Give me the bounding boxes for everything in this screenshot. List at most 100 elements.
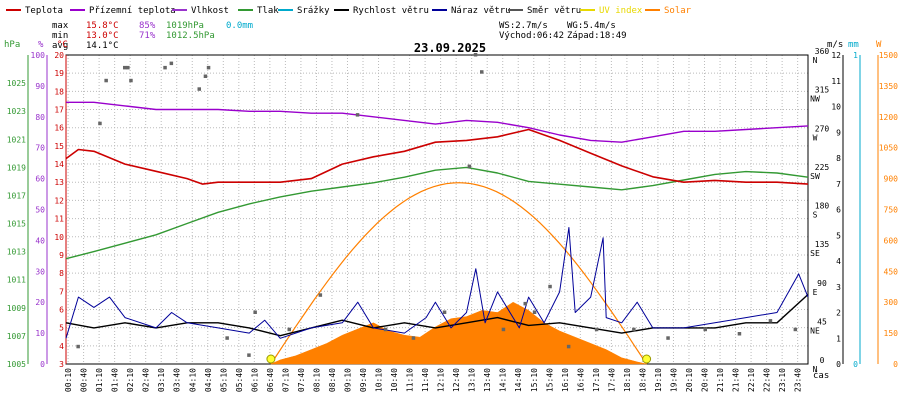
plot-area bbox=[65, 53, 809, 365]
tick-degc: 7 bbox=[59, 287, 64, 296]
tick-hpa: 1009 bbox=[7, 304, 26, 313]
x-tick-label: 13:40 bbox=[483, 368, 492, 392]
wind-direction-point bbox=[197, 87, 201, 91]
tick-ms: 4 bbox=[836, 257, 841, 266]
tick-degc: 11 bbox=[54, 215, 64, 224]
wind-direction-point bbox=[548, 284, 552, 289]
stat-sunrise: Východ:06:42 bbox=[499, 31, 564, 41]
tick-pct: 0 bbox=[40, 360, 45, 369]
tick-hpa: 1019 bbox=[7, 163, 26, 172]
wind-direction-point bbox=[104, 78, 108, 83]
plot-frame bbox=[65, 54, 809, 365]
tick-ms: 8 bbox=[836, 154, 841, 163]
wind-direction-point bbox=[169, 61, 174, 66]
tick-mm: 0 bbox=[853, 360, 858, 369]
x-tick-label: 01:40 bbox=[111, 368, 120, 392]
tick-hpa: 1005 bbox=[7, 360, 26, 369]
wind-direction-point bbox=[98, 121, 102, 126]
tick-w: 1350 bbox=[879, 82, 898, 91]
tick-degc: 10 bbox=[54, 233, 64, 242]
unit-w: W bbox=[876, 40, 882, 50]
legend-label: Vlhkost bbox=[191, 6, 229, 16]
x-tick-label: 10:40 bbox=[390, 368, 399, 392]
tick-ms: 11 bbox=[831, 77, 841, 86]
tick-hpa: 1023 bbox=[7, 107, 26, 116]
stat-max-press: 1019hPa bbox=[166, 21, 204, 31]
tick-degc: 13 bbox=[54, 178, 64, 187]
x-tick-label: 19:40 bbox=[669, 368, 678, 392]
tick-mm: 1 bbox=[853, 51, 858, 60]
x-tick-label: 08:40 bbox=[328, 368, 337, 392]
tick-dir: N bbox=[813, 56, 818, 65]
tick-w: 1050 bbox=[879, 144, 898, 153]
tick-pct: 50 bbox=[35, 206, 45, 215]
tick-degc: 18 bbox=[54, 87, 64, 96]
x-tick-label: 17:10 bbox=[592, 368, 601, 392]
legend-label: Směr větru bbox=[527, 6, 581, 16]
tick-ms: 6 bbox=[836, 206, 841, 215]
tick-dir-deg: 0 bbox=[820, 356, 825, 365]
x-tick-label: 09:40 bbox=[359, 368, 368, 392]
x-axis-labels: 00:10 00:40 01:10 01:40 02:10 02:40 03:10 03:40… bbox=[64, 368, 803, 392]
axes: 1005100710091011101310151017101910211023… bbox=[7, 47, 898, 374]
x-tick-label: 16:40 bbox=[576, 368, 585, 392]
tick-hpa: 1013 bbox=[7, 248, 26, 257]
tick-ms: 12 bbox=[831, 51, 841, 60]
wind-direction-point bbox=[247, 353, 251, 357]
tick-degc: 3 bbox=[59, 360, 64, 369]
tick-degc: 8 bbox=[59, 269, 64, 278]
tick-dir-deg: 270 bbox=[815, 124, 830, 133]
tick-dir: N bbox=[813, 365, 818, 374]
x-tick-label: 23:10 bbox=[778, 368, 787, 392]
tick-w: 1500 bbox=[879, 51, 898, 60]
grid bbox=[66, 54, 808, 365]
wind-direction-point bbox=[411, 336, 416, 340]
tick-w: 1200 bbox=[879, 113, 898, 122]
legend-label: Srážky bbox=[297, 6, 330, 16]
x-tick-label: 02:10 bbox=[126, 368, 135, 392]
legend-label: Solar bbox=[664, 6, 692, 16]
tick-w: 750 bbox=[884, 206, 899, 215]
x-tick-label: 18:40 bbox=[638, 368, 647, 392]
x-tick-label: 03:40 bbox=[173, 368, 182, 392]
tick-degc: 5 bbox=[59, 324, 64, 333]
tick-degc: 14 bbox=[54, 160, 64, 169]
x-tick-label: 04:40 bbox=[204, 368, 213, 392]
tick-degc: 6 bbox=[59, 305, 64, 314]
tick-dir: NW bbox=[810, 95, 820, 104]
wind-direction-point bbox=[355, 113, 360, 117]
x-tick-label: 10:10 bbox=[375, 368, 384, 392]
tick-w: 450 bbox=[884, 267, 899, 276]
unit-mm: mm bbox=[848, 40, 859, 50]
tick-dir: SW bbox=[810, 172, 820, 181]
tick-degc: 16 bbox=[54, 124, 64, 133]
x-tick-label: 00:40 bbox=[80, 368, 89, 392]
x-tick-label: 06:40 bbox=[266, 368, 275, 392]
tick-ms: 7 bbox=[836, 180, 841, 189]
x-tick-label: 00:10 bbox=[64, 368, 73, 392]
tick-degc: 12 bbox=[54, 196, 64, 205]
tick-pct: 10 bbox=[35, 329, 45, 338]
x-tick-label: 21:40 bbox=[732, 368, 741, 392]
legend-label: Tlak bbox=[257, 6, 279, 16]
x-tick-label: 19:10 bbox=[654, 368, 663, 392]
tick-pct: 80 bbox=[35, 113, 45, 122]
legend-label: Náraz větru bbox=[451, 6, 511, 16]
tick-ms: 9 bbox=[836, 128, 841, 137]
stat-ws: WS:2.7m/s bbox=[499, 21, 548, 31]
unit-ms: m/s bbox=[827, 40, 843, 50]
x-tick-label: 01:10 bbox=[95, 368, 104, 392]
axis-units: hPa % °C m/s mm W čas bbox=[4, 40, 882, 381]
stats-panel: max 15.8°C 85% 1019hPa 0.0mm min 13.0°C … bbox=[52, 21, 627, 51]
x-tick-label: 05:10 bbox=[219, 368, 228, 392]
x-tick-label: 16:10 bbox=[561, 368, 570, 392]
x-tick-label: 09:10 bbox=[343, 368, 352, 392]
tick-w: 900 bbox=[884, 175, 899, 184]
wind-direction-point bbox=[594, 327, 599, 332]
x-tick-label: 15:10 bbox=[530, 368, 539, 392]
tick-dir-deg: 90 bbox=[817, 279, 827, 288]
tick-ms: 1 bbox=[836, 334, 841, 343]
x-tick-label: 22:40 bbox=[763, 368, 772, 392]
stat-min-hum: 71% bbox=[139, 31, 156, 41]
